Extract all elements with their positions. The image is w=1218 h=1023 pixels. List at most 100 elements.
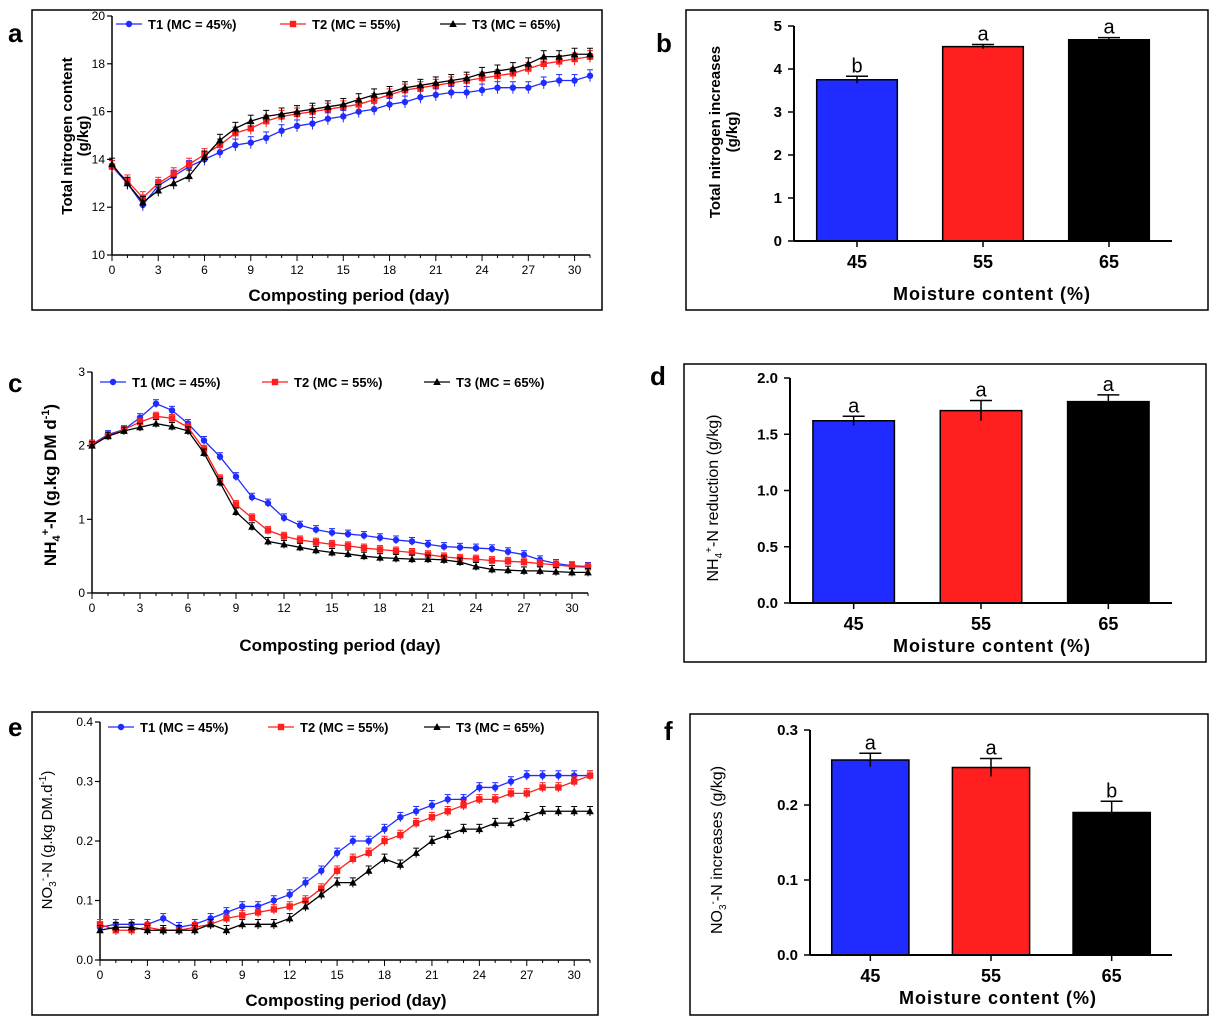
- data-point: [108, 160, 116, 168]
- y-tick-label: 0.1: [76, 894, 93, 908]
- x-tick-label: 6: [185, 601, 192, 615]
- data-point: [123, 179, 132, 187]
- bar-chart-d: a 45 a 55 a 65 0.0 0.5 1.0 1.5 2.0: [757, 370, 1172, 634]
- line-chart-e: 0.0 0.1 0.2 0.3 0.4 0 3 6 9 12 15 18 21 24 27 30 T1 (MC …: [76, 715, 594, 982]
- data-point: [376, 553, 384, 561]
- data-point: [264, 537, 272, 545]
- data-point: [584, 564, 592, 571]
- bar: [830, 759, 910, 956]
- data-point: [302, 897, 309, 904]
- data-point: [509, 84, 517, 91]
- y-tick-label: 18: [92, 57, 106, 71]
- data-point: [540, 79, 547, 87]
- significance-letter: a: [865, 732, 877, 754]
- bar: [815, 79, 899, 242]
- data-point: [507, 819, 515, 827]
- data-point: [524, 59, 533, 67]
- data-point: [136, 423, 144, 431]
- data-point: [476, 796, 483, 803]
- data-point: [428, 814, 436, 821]
- y-axis-title-unit: (g/kg): [75, 116, 92, 157]
- data-point: [246, 117, 255, 125]
- data-point: [96, 921, 104, 928]
- data-point: [408, 549, 416, 556]
- data-point: [264, 527, 272, 534]
- data-point: [238, 920, 247, 928]
- data-point: [354, 95, 363, 103]
- data-point: [328, 541, 336, 548]
- data-point: [432, 91, 440, 99]
- data-point: [254, 920, 262, 928]
- category-label: 65: [1099, 252, 1119, 272]
- data-point: [392, 547, 400, 555]
- y-tick-label: 12: [92, 200, 106, 214]
- y-tick-label: 1.0: [757, 483, 778, 500]
- data-point: [216, 478, 224, 486]
- data-point: [463, 89, 470, 96]
- y-tick-label: 2.0: [757, 370, 778, 387]
- panel-letter: e: [8, 712, 22, 742]
- data-point: [312, 546, 320, 554]
- x-axis-title: Composting period (day): [245, 991, 446, 1010]
- data-point: [520, 558, 528, 566]
- data-point: [127, 923, 136, 931]
- series-line-t3: [111, 53, 590, 204]
- svg-text:NO3--N (g.kg DM.d-1): NO3--N (g.kg DM.d-1): [38, 771, 59, 910]
- data-point: [247, 125, 254, 132]
- data-point: [239, 903, 246, 910]
- x-tick-label: 30: [568, 968, 582, 982]
- svg-text:NH4+-N reduction (g/kg): NH4+-N reduction (g/kg): [704, 414, 725, 581]
- y-tick-label: 0: [78, 586, 85, 600]
- panel-letter: a: [8, 18, 23, 48]
- data-point: [262, 134, 270, 142]
- y-tick-label: 2: [774, 147, 782, 164]
- data-point: [552, 561, 560, 569]
- category-label: 45: [860, 966, 880, 986]
- x-tick-label: 12: [283, 968, 297, 982]
- data-point: [270, 906, 278, 913]
- data-point: [376, 546, 384, 553]
- bar: [1072, 811, 1152, 956]
- data-point: [248, 522, 256, 530]
- data-point: [340, 113, 347, 120]
- data-point: [385, 88, 394, 96]
- x-tick-label: 27: [522, 263, 536, 277]
- category-label: 45: [844, 614, 864, 634]
- data-point: [444, 808, 451, 815]
- data-point: [344, 549, 352, 557]
- series-line-t2: [99, 774, 591, 931]
- legend-label: T3 (MC = 65%): [472, 17, 561, 32]
- data-point: [401, 98, 409, 106]
- data-point: [568, 563, 576, 570]
- y-tick-label: 0.5: [757, 539, 778, 556]
- data-point: [412, 819, 420, 827]
- data-point: [523, 772, 530, 779]
- panel-frame: [689, 713, 1209, 1016]
- bar: [941, 45, 1025, 242]
- data-point: [555, 77, 563, 84]
- data-point: [440, 555, 448, 563]
- bar: [812, 420, 896, 604]
- data-point: [216, 136, 224, 144]
- data-point: [232, 507, 240, 515]
- x-tick-label: 15: [330, 968, 344, 982]
- y-tick-label: 0.2: [76, 834, 93, 848]
- x-tick-label: 30: [565, 601, 579, 615]
- data-point: [440, 543, 448, 550]
- series-line-t3: [91, 422, 588, 574]
- category-label: 55: [981, 966, 1001, 986]
- data-point: [478, 86, 486, 94]
- data-point: [152, 400, 160, 407]
- data-point: [301, 902, 310, 910]
- x-tick-label: 30: [568, 263, 582, 277]
- category-label: 55: [971, 614, 991, 634]
- data-point: [349, 878, 357, 886]
- y-tick-label: 3: [78, 365, 85, 379]
- data-point: [520, 551, 528, 558]
- svg-text:NH4+-N (g.kg DM d-1): NH4+-N (g.kg DM d-1): [40, 404, 63, 566]
- data-point: [536, 560, 544, 567]
- svg-text:NO3--N increases (g/kg): NO3--N increases (g/kg): [708, 766, 729, 934]
- data-point: [397, 814, 404, 821]
- x-tick-label: 18: [373, 601, 387, 615]
